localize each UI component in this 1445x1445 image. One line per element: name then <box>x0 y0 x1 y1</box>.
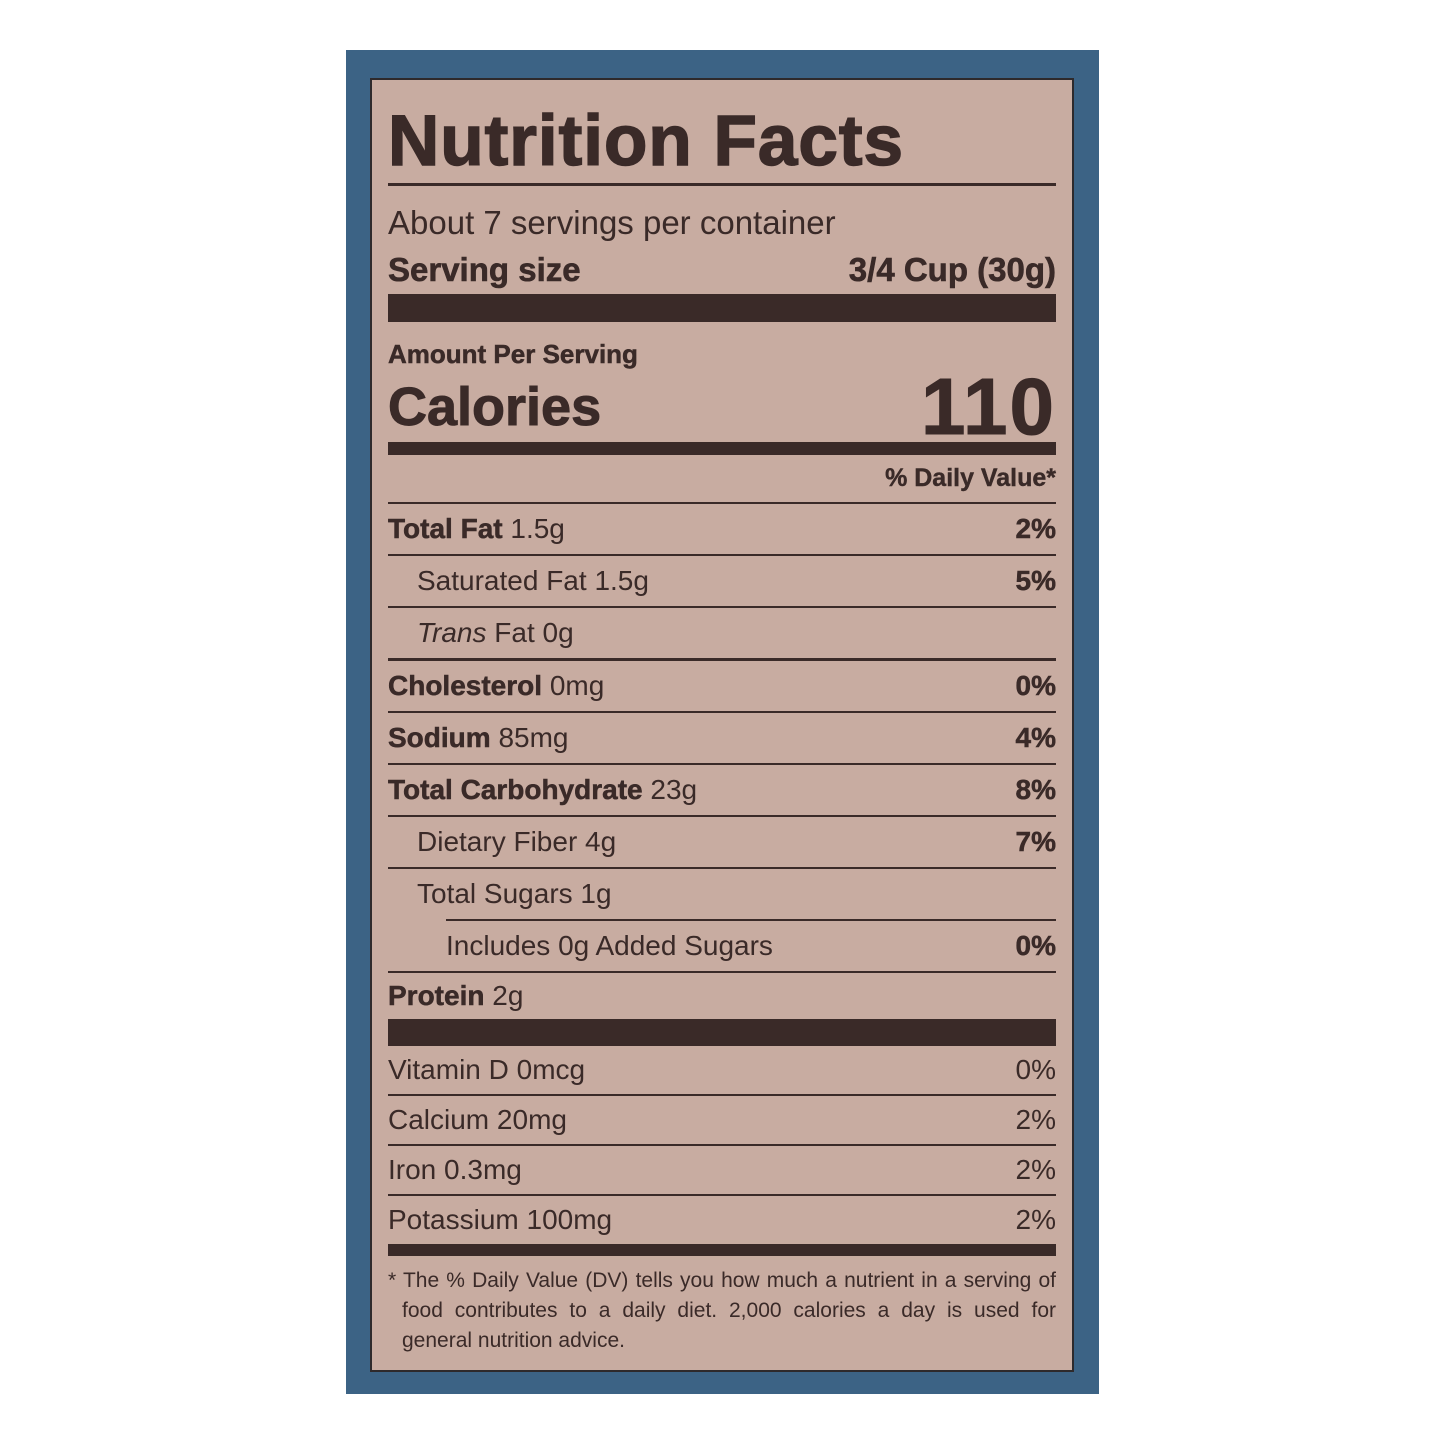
vitamin-name: Calcium <box>388 1104 490 1135</box>
divider <box>388 815 1056 817</box>
nutrient-amount: 1.5g <box>510 513 565 544</box>
nutrient-name: Total Fat <box>388 513 503 545</box>
calories-label: Calories <box>387 377 602 438</box>
vitamin-amount: 100mg <box>526 1204 613 1235</box>
nutrient-dv: 5% <box>1015 565 1056 597</box>
nutrient-name: Total Sugars <box>417 878 573 909</box>
divider <box>388 763 1056 765</box>
daily-value-header: % Daily Value* <box>885 464 1056 492</box>
vitamin-row-potassium: Potassium 100mg 2% <box>388 1196 1056 1244</box>
vitamin-dv: 0% <box>1015 1054 1056 1085</box>
thick-divider <box>388 1019 1056 1046</box>
nutrient-amount: 85mg <box>498 722 569 753</box>
medium-divider <box>388 442 1056 455</box>
medium-divider <box>388 1244 1056 1256</box>
nutrient-row-total-fat: Total Fat 1.5g 2% <box>388 504 1057 554</box>
vitamin-name: Potassium <box>388 1204 519 1235</box>
vitamin-amount: 0.3mg <box>444 1154 522 1185</box>
nutrient-amount: 1.5g <box>594 565 649 596</box>
vitamin-name: Iron <box>388 1154 437 1185</box>
nutrient-name: Includes 0g Added Sugars <box>446 930 773 961</box>
nutrient-row-protein: Protein 2g <box>388 973 1056 1019</box>
vitamin-amount: 20mg <box>496 1104 567 1135</box>
divider <box>388 502 1056 504</box>
calories-value: 110 <box>920 362 1056 452</box>
indented-divider <box>446 919 1056 921</box>
nutrient-row-dietary-fiber: Dietary Fiber 4g 7% <box>388 817 1056 867</box>
divider <box>388 606 1056 608</box>
calories-row: Calories 110 <box>387 362 1056 452</box>
nutrient-dv: 2% <box>1015 513 1056 545</box>
amount-per-serving: Amount Per Serving <box>388 339 638 370</box>
nutrient-row-added-sugars: Includes 0g Added Sugars 0% <box>388 921 1056 971</box>
nutrient-row-trans-fat: Trans Fat 0g <box>388 608 1056 658</box>
divider <box>388 1144 1056 1146</box>
vitamin-row-vitamin-d: Vitamin D 0mcg 0% <box>388 1046 1056 1094</box>
nutrient-name: Dietary Fiber <box>417 826 578 857</box>
nutrient-name-italic: Trans <box>417 617 487 648</box>
footnote: * The % Daily Value (DV) tells you how m… <box>388 1269 1056 1352</box>
serving-size-label: Serving size <box>388 251 581 289</box>
vitamin-name: Vitamin D <box>388 1054 509 1085</box>
vitamin-row-calcium: Calcium 20mg 2% <box>388 1096 1056 1144</box>
divider <box>388 658 1056 661</box>
nutrient-amount: 1g <box>580 878 612 909</box>
nutrient-name: Total Carbohydrate <box>388 774 643 806</box>
divider <box>388 1094 1056 1096</box>
nutrient-amount: 0mg <box>549 670 605 701</box>
nutrient-name: Saturated Fat <box>417 565 587 596</box>
divider <box>388 183 1056 186</box>
nutrient-name: Protein <box>388 980 485 1012</box>
vitamin-dv: 2% <box>1015 1204 1056 1235</box>
nutrient-name: Fat <box>494 617 535 648</box>
nutrient-row-total-sugars: Total Sugars 1g <box>388 869 1056 919</box>
nutrient-dv: 8% <box>1015 774 1056 806</box>
nutrient-dv: 0% <box>1015 930 1056 962</box>
vitamin-dv: 2% <box>1015 1104 1056 1135</box>
nutrient-row-total-carbohydrate: Total Carbohydrate 23g 8% <box>388 765 1057 815</box>
nutrition-facts-panel: Nutrition Facts About 7 servings per con… <box>372 80 1072 1370</box>
divider <box>388 554 1056 556</box>
divider <box>388 1194 1056 1196</box>
divider <box>388 971 1056 973</box>
nutrient-amount: 23g <box>650 774 698 805</box>
serving-size-value: 3/4 Cup (30g) <box>848 251 1056 289</box>
serving-size: Serving size 3/4 Cup (30g) <box>388 246 1057 294</box>
nutrient-row-saturated-fat: Saturated Fat 1.5g 5% <box>388 556 1056 606</box>
servings-per-container: About 7 servings per container <box>388 204 836 241</box>
nutrient-name: Cholesterol <box>388 670 543 702</box>
nutrient-dv: 4% <box>1015 722 1056 754</box>
nutrient-row-sodium: Sodium 85mg 4% <box>388 713 1057 763</box>
nutrient-name: Sodium <box>388 722 491 754</box>
divider <box>388 711 1056 713</box>
nutrient-row-cholesterol: Cholesterol 0mg 0% <box>388 661 1057 711</box>
nutrient-dv: 0% <box>1015 670 1056 702</box>
divider <box>388 867 1056 869</box>
nutrient-dv: 7% <box>1015 826 1056 858</box>
title: Nutrition Facts <box>387 102 904 181</box>
nutrient-amount: 0g <box>542 617 574 648</box>
nutrient-amount: 4g <box>585 826 617 857</box>
nutrient-amount: 2g <box>492 980 524 1011</box>
thick-divider <box>388 294 1056 322</box>
vitamin-row-iron: Iron 0.3mg 2% <box>388 1146 1056 1194</box>
vitamin-amount: 0mcg <box>516 1054 586 1085</box>
vitamin-dv: 2% <box>1015 1154 1056 1185</box>
